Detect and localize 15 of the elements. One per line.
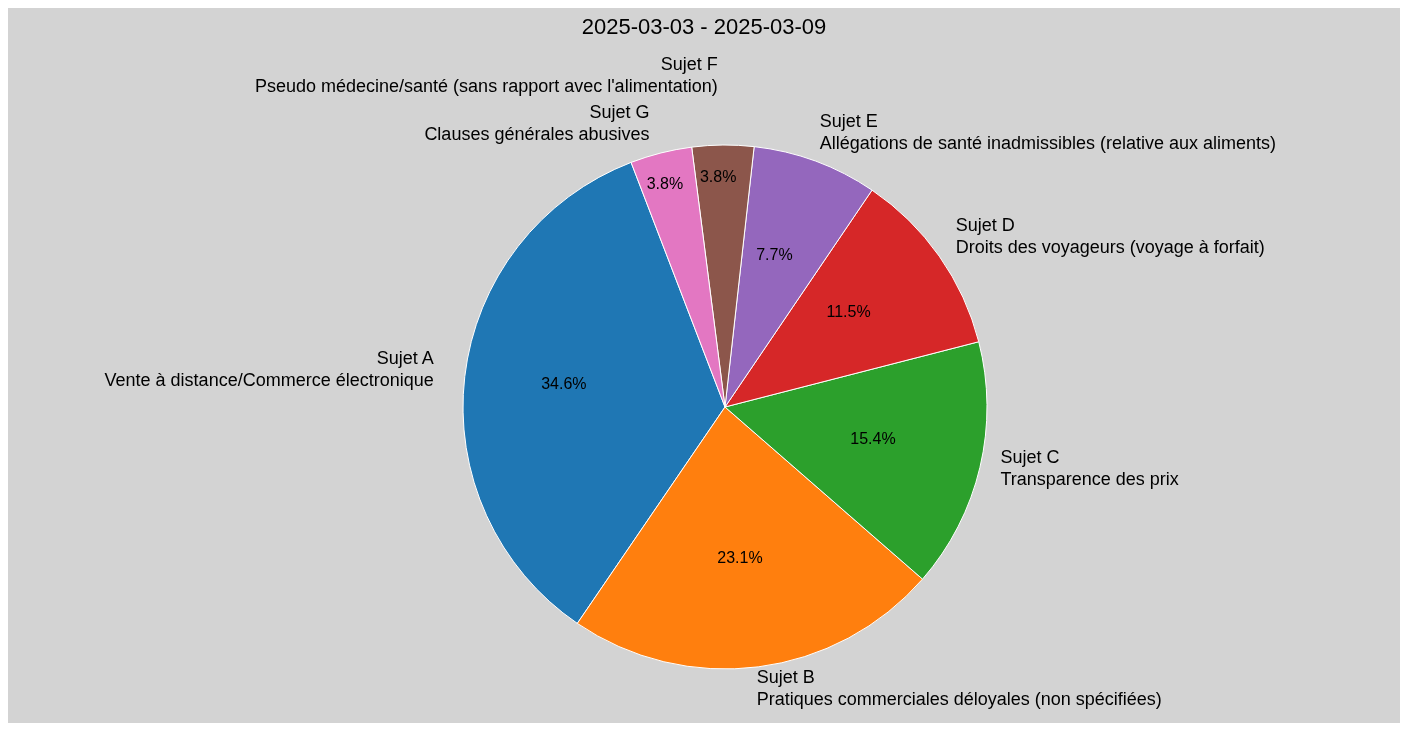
data-label: 23.1% [717, 549, 763, 567]
data-label: 3.8% [646, 175, 684, 193]
data-label: 3.8% [699, 168, 737, 186]
chart-title: 2025-03-03 - 2025-03-09 [580, 14, 828, 40]
slice-label: Sujet G Clauses générales abusives [424, 101, 650, 144]
data-label: 34.6% [541, 375, 587, 393]
slice-label: Sujet A Vente à distance/Commerce électronique [104, 347, 434, 390]
slice-label: Sujet B Pratiques commerciales déloyales (non spécifiées) [756, 666, 1162, 709]
slice-label: Sujet F Pseudo médecine/santé (sans rapport avec l'alimentation) [254, 53, 718, 96]
slice-label: Sujet C Transparence des prix [1000, 447, 1179, 490]
slice-label: Sujet D Droits des voyageurs (voyage à forfait) [955, 215, 1265, 258]
slice-label: Sujet E Allégations de santé inadmissibles (relative aux aliments) [819, 110, 1277, 153]
data-label: 15.4% [850, 429, 896, 447]
data-label: 7.7% [756, 246, 793, 264]
data-label: 11.5% [826, 303, 871, 321]
